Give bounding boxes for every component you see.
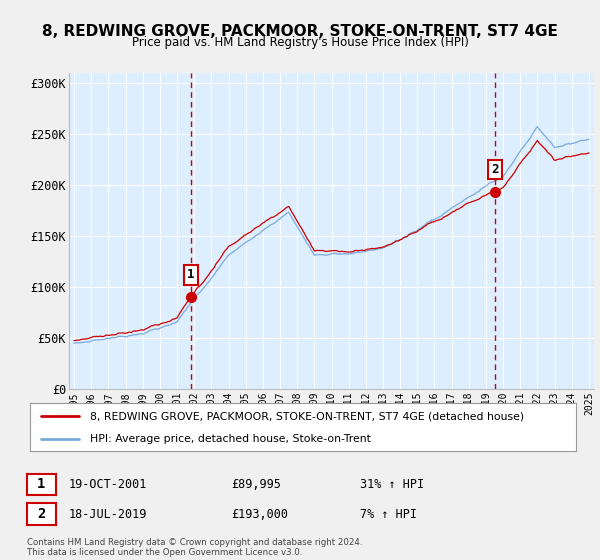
Text: Contains HM Land Registry data © Crown copyright and database right 2024.
This d: Contains HM Land Registry data © Crown c… (27, 538, 362, 557)
Text: 2: 2 (491, 164, 499, 176)
Text: 1: 1 (187, 268, 194, 281)
Text: £193,000: £193,000 (231, 507, 288, 521)
Text: 1: 1 (37, 477, 46, 492)
Text: 8, REDWING GROVE, PACKMOOR, STOKE-ON-TRENT, ST7 4GE: 8, REDWING GROVE, PACKMOOR, STOKE-ON-TRE… (42, 24, 558, 39)
Text: Price paid vs. HM Land Registry's House Price Index (HPI): Price paid vs. HM Land Registry's House … (131, 36, 469, 49)
Text: 31% ↑ HPI: 31% ↑ HPI (360, 478, 424, 491)
Text: 7% ↑ HPI: 7% ↑ HPI (360, 507, 417, 521)
Text: HPI: Average price, detached house, Stoke-on-Trent: HPI: Average price, detached house, Stok… (90, 434, 371, 444)
Text: £89,995: £89,995 (231, 478, 281, 491)
Text: 8, REDWING GROVE, PACKMOOR, STOKE-ON-TRENT, ST7 4GE (detached house): 8, REDWING GROVE, PACKMOOR, STOKE-ON-TRE… (90, 411, 524, 421)
Text: 2: 2 (37, 507, 46, 521)
Text: 18-JUL-2019: 18-JUL-2019 (69, 507, 148, 521)
Text: 19-OCT-2001: 19-OCT-2001 (69, 478, 148, 491)
